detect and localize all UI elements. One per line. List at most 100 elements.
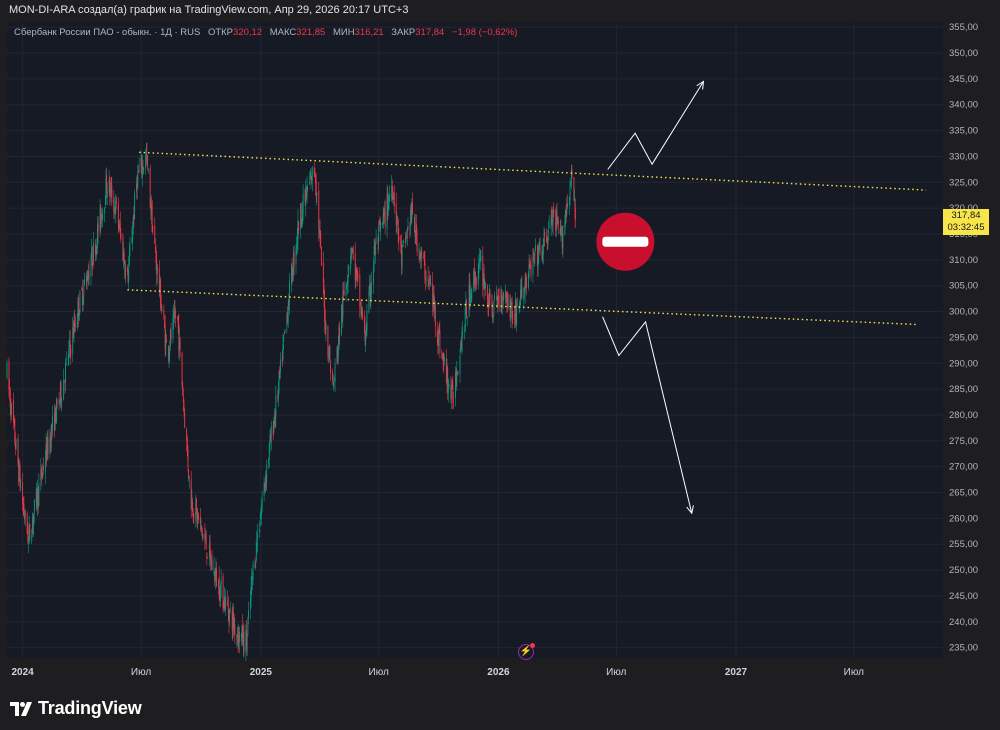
candle-body [84, 279, 85, 285]
candle-body [61, 400, 63, 405]
candle-body [125, 264, 126, 279]
legend-high-value: 321,85 [296, 27, 326, 38]
candle-body [101, 214, 103, 219]
candle-body [516, 304, 518, 306]
legend-close-value: 317,84 [415, 27, 445, 38]
candle-body [228, 609, 230, 624]
candle-body [525, 279, 527, 280]
candle-body [10, 405, 12, 418]
chart-pane[interactable] [7, 22, 943, 658]
candle-body [334, 364, 336, 382]
time-axis[interactable] [7, 658, 943, 684]
footer [0, 684, 1000, 730]
candle-body [404, 239, 406, 240]
candle-body [177, 317, 178, 318]
candle-body [214, 571, 216, 581]
candle-body [400, 236, 402, 247]
candle-body [87, 280, 89, 281]
candle-body [492, 315, 494, 321]
y-tick-label: 345,00 [949, 74, 978, 85]
candle-body [247, 622, 249, 636]
candle-body [246, 629, 247, 647]
candle-body [469, 293, 471, 306]
candle-body [187, 450, 189, 468]
candle-body [479, 258, 481, 261]
candle-body [305, 190, 307, 206]
candle-body [350, 250, 352, 258]
candle-body [329, 345, 331, 363]
candle-body [391, 186, 393, 194]
candle-body [179, 341, 181, 350]
candle-body [28, 525, 30, 534]
candle-body [147, 155, 149, 168]
candle-body [382, 215, 384, 224]
candle-body [26, 513, 28, 534]
candle-body [430, 284, 432, 286]
candle-body [412, 202, 413, 215]
candle-body [186, 429, 188, 441]
candle-body [242, 624, 244, 645]
chart-caption: MON-DI-ARA создал(а) график на TradingVi… [9, 4, 409, 16]
candle-body [479, 259, 481, 261]
candle-body [70, 348, 72, 355]
candle-body [104, 207, 106, 213]
candle-body [95, 244, 97, 258]
candle-body [341, 304, 343, 335]
candle-body [343, 290, 345, 295]
candle-body [169, 329, 171, 348]
candle-body [345, 285, 347, 296]
candle-body [254, 564, 256, 568]
candle-body [281, 356, 283, 363]
candle-body [277, 395, 279, 400]
y-tick-label: 290,00 [949, 358, 978, 369]
candle-body [86, 277, 88, 283]
candle-body [32, 517, 34, 524]
candle-body [438, 332, 440, 334]
candle-body [64, 381, 66, 384]
candle-body [236, 636, 238, 638]
candle-body [237, 634, 239, 644]
candle-body [60, 382, 62, 402]
legend-close-label: ЗАКР [391, 27, 416, 38]
candle-body [234, 624, 236, 636]
candle-body [483, 272, 484, 286]
candle-body [207, 557, 208, 559]
candle-body [524, 289, 525, 291]
y-tick-label: 245,00 [949, 591, 978, 602]
candle-body [229, 608, 231, 611]
stop-sign-bar [602, 236, 649, 247]
candle-body [195, 499, 197, 511]
price-axis[interactable] [943, 22, 1000, 658]
candle-body [167, 345, 169, 359]
candle-body [391, 186, 393, 199]
candle-body [97, 224, 98, 249]
candle-body [292, 276, 294, 278]
candle-body [37, 487, 39, 509]
candle-body [459, 355, 461, 374]
candle-body [468, 284, 470, 317]
candle-body [47, 437, 49, 455]
candle-body [22, 482, 24, 504]
y-tick-label: 335,00 [949, 126, 978, 137]
candle-body [197, 515, 199, 521]
candle-body [264, 479, 266, 488]
candle-body [154, 247, 156, 252]
tradingview-brand[interactable]: TradingView [10, 698, 142, 719]
candle-body [537, 256, 539, 270]
candle-body [118, 224, 120, 229]
candle-body [452, 385, 454, 401]
legend-open-value: 320,12 [233, 27, 263, 38]
candle-body [296, 243, 298, 249]
candle-body [102, 209, 104, 221]
candle-body [551, 215, 553, 218]
candle-body [511, 301, 512, 306]
candle-body [314, 171, 316, 173]
candle-body [503, 293, 505, 300]
candle-body [302, 209, 303, 225]
x-tick-label: Июл [844, 667, 864, 678]
candle-body [309, 177, 311, 180]
candle-body [546, 242, 548, 244]
lightning-icon[interactable]: ⚡ [518, 643, 535, 660]
candle-body [95, 244, 96, 255]
candle-body [142, 166, 144, 169]
